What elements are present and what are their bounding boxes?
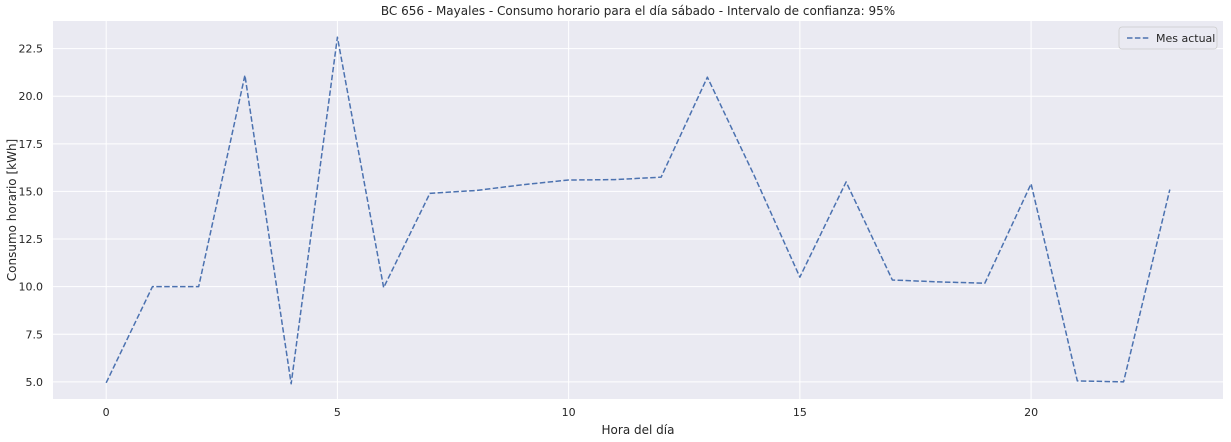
plot-area (53, 21, 1223, 399)
x-tick-label: 15 (793, 406, 807, 419)
legend-label-mes-actual: Mes actual (1156, 32, 1215, 45)
gridlines (53, 21, 1223, 399)
x-tick-label: 10 (562, 406, 576, 419)
series-layer (105, 36, 1171, 385)
y-tick-label: 10.0 (19, 281, 44, 294)
series-line-mes-actual (105, 36, 1171, 385)
y-tick-label: 5.0 (26, 376, 44, 389)
y-tick-label: 15.0 (19, 185, 44, 198)
y-tick-label: 17.5 (19, 138, 44, 151)
x-tick-label: 0 (103, 406, 110, 419)
x-axis-label: Hora del día (602, 423, 675, 437)
x-tick-label: 20 (1024, 406, 1038, 419)
x-axis-ticks: 0 5 10 15 20 (103, 406, 1038, 419)
y-tick-label: 20.0 (19, 90, 44, 103)
y-tick-label: 22.5 (19, 43, 44, 56)
chart-title: BC 656 - Mayales - Consumo horario para … (381, 4, 895, 18)
y-tick-label: 12.5 (19, 233, 44, 246)
y-axis-ticks: 5.0 7.5 10.0 12.5 15.0 17.5 20.0 22.5 (19, 43, 44, 389)
legend: Mes actual (1118, 26, 1218, 50)
x-tick-label: 5 (334, 406, 341, 419)
y-tick-label: 7.5 (26, 328, 44, 341)
y-axis-label: Consumo horario [kWh] (5, 139, 19, 281)
legend-box (1118, 26, 1218, 50)
